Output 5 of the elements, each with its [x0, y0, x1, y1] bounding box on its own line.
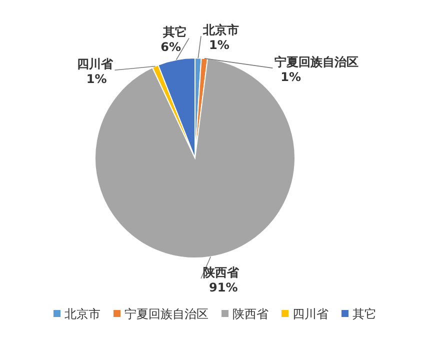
legend-label: 北京市 [64, 307, 100, 321]
legend-label: 宁夏回族自治区 [124, 307, 208, 321]
legend-label: 陕西省 [232, 307, 268, 321]
legend-label: 其它 [352, 307, 376, 321]
legend-label: 四川省 [292, 307, 328, 321]
